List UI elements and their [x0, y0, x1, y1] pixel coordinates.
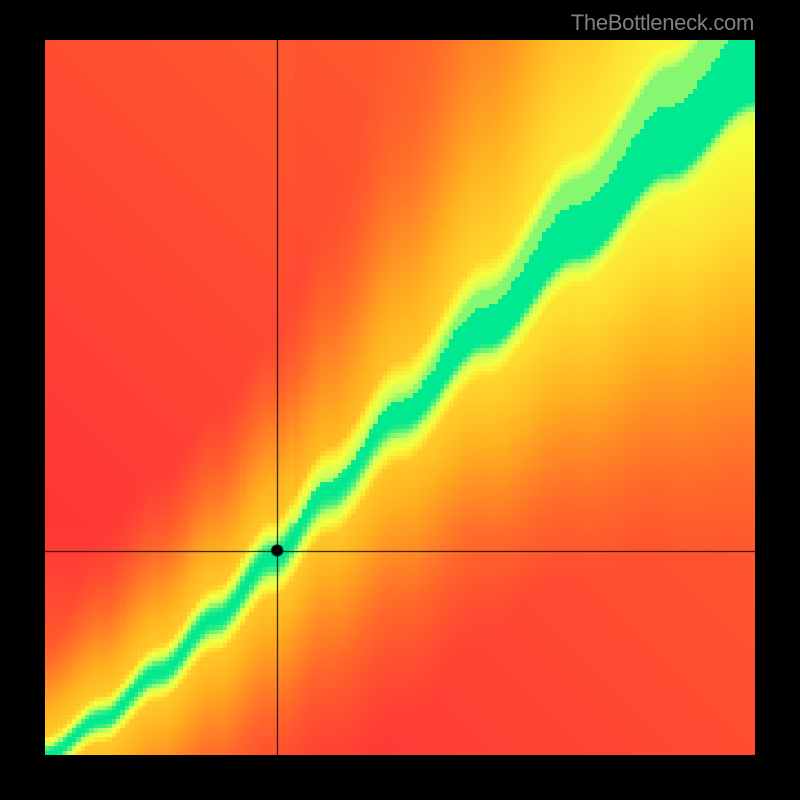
watermark-text: TheBottleneck.com — [571, 10, 754, 36]
bottleneck-heatmap — [45, 40, 755, 755]
chart-container: TheBottleneck.com — [0, 0, 800, 800]
